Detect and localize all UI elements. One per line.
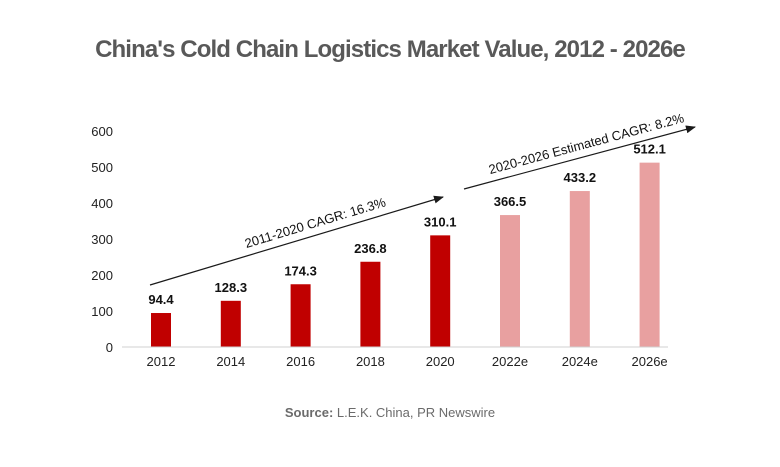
data-label: 174.3 <box>284 263 317 278</box>
bar-2012 <box>151 313 171 347</box>
bar-2020 <box>430 235 451 347</box>
y-tick-label: 600 <box>91 124 113 139</box>
x-tick-label: 2014 <box>216 354 245 369</box>
bar-2024e <box>569 191 590 347</box>
bar-2026e <box>639 162 660 347</box>
x-tick-label: 2018 <box>356 354 385 369</box>
y-tick-label: 200 <box>91 268 113 283</box>
y-tick-label: 300 <box>91 232 113 247</box>
x-tick-label: 2026e <box>632 354 668 369</box>
y-tick-label: 100 <box>91 304 113 319</box>
bar-2022e <box>500 215 520 347</box>
y-tick-label: 400 <box>91 196 113 211</box>
source-label: Source: <box>284 405 334 420</box>
cagr-arrow <box>149 195 444 286</box>
source-note: Source: L.E.K. China, PR Newswire <box>0 405 780 420</box>
bar-2014 <box>220 300 241 347</box>
data-label: 512.1 <box>633 142 666 157</box>
y-tick-label: 0 <box>106 340 113 355</box>
x-tick-label: 2022e <box>492 354 528 369</box>
cagr-arrow <box>463 125 696 190</box>
data-label: 128.3 <box>215 280 248 295</box>
x-tick-label: 2012 <box>147 354 176 369</box>
data-label: 366.5 <box>494 194 527 209</box>
source-text: L.E.K. China, PR Newswire <box>333 405 496 420</box>
chart-title: China's Cold Chain Logistics Market Valu… <box>95 36 686 63</box>
data-label: 310.1 <box>424 214 457 229</box>
bar-2018 <box>360 261 381 347</box>
x-tick-label: 2020 <box>426 354 455 369</box>
data-label: 94.4 <box>148 292 174 307</box>
data-label: 433.2 <box>564 170 597 185</box>
data-label: 236.8 <box>354 241 387 256</box>
x-tick-label: 2024e <box>562 354 598 369</box>
bar-2016 <box>290 284 311 347</box>
y-tick-label: 500 <box>91 160 113 175</box>
x-tick-label: 2016 <box>286 354 315 369</box>
